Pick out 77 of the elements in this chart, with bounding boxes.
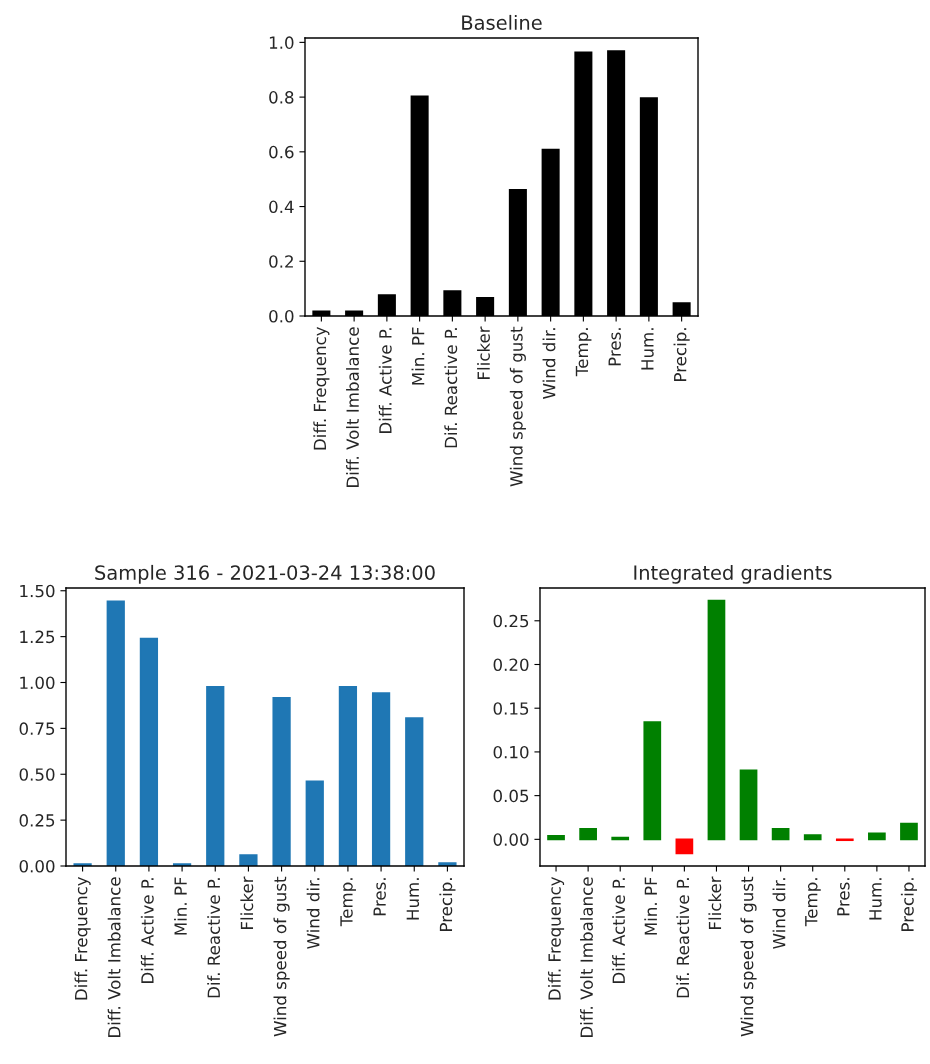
y-tick-label: 0.00: [19, 859, 55, 873]
x-tick-label: Flicker: [708, 876, 722, 929]
x-tick-label: Wind dir.: [306, 878, 320, 949]
x-tick-label: Diff. Active P.: [612, 878, 626, 983]
x-tick-label: Precip.: [673, 328, 690, 381]
x-tick-label: Hum.: [641, 328, 654, 370]
y-tick-label: 0.00: [493, 833, 529, 846]
x-tick-label: Flicker: [477, 326, 490, 379]
x-tick-label: Pres.: [837, 878, 850, 916]
x-tick-label: Temp.: [805, 878, 821, 927]
y-tick-label: 0.05: [493, 789, 529, 803]
bar: [771, 828, 790, 841]
bar: [547, 835, 565, 841]
bar: [900, 822, 918, 841]
x-tick-label: Temp.: [575, 328, 592, 377]
x-tick-label: Wind speed of gust: [740, 876, 757, 1037]
chart-title: Integrated gradients: [634, 564, 832, 584]
bar: [272, 697, 291, 866]
x-tick-label: Diff. Volt Imbalance: [346, 327, 359, 487]
x-tick-label: Diff. Active P.: [378, 328, 392, 433]
x-tick-label: Diff. Active P.: [140, 878, 154, 983]
y-tick-label: 0.4: [269, 200, 294, 214]
x-tick-label: Temp.: [340, 878, 356, 927]
y-tick-label: 1.50: [20, 584, 55, 598]
x-tick-label: Hum.: [869, 878, 882, 920]
y-tick-label: 0.15: [493, 702, 529, 715]
bar: [139, 637, 159, 866]
y-tick-label: 0.2: [269, 255, 293, 268]
x-tick-label: Flicker: [240, 876, 254, 929]
x-tick-label: Diff. Volt Imbalance: [580, 877, 593, 1037]
bar: [206, 686, 225, 866]
y-tick-label: 0.75: [19, 722, 55, 735]
x-tick-label: Dif. Reactive P.: [676, 878, 690, 998]
bar: [579, 828, 597, 841]
x-tick-label: Wind dir.: [542, 328, 556, 399]
x-tick-label: Diff. Volt Imbalance: [107, 877, 121, 1037]
x-tick-label: Min. PF: [411, 327, 425, 385]
bar: [338, 686, 358, 866]
y-tick-label: 1.0: [269, 36, 294, 49]
bar: [643, 721, 662, 841]
y-tick-label: 0.10: [493, 745, 529, 759]
x-tick-label: Wind speed of gust: [509, 326, 526, 487]
x-tick-label: Hum.: [406, 878, 420, 920]
y-tick-label: 1.00: [20, 676, 55, 690]
x-tick-label: Dif. Reactive P.: [444, 328, 458, 448]
x-tick-label: Min. PF: [174, 877, 187, 935]
x-tick-label: Min. PF: [644, 877, 657, 935]
bar: [707, 599, 726, 841]
bar: [868, 832, 886, 841]
x-tick-label: Diff. Frequency: [547, 876, 565, 1000]
x-tick-label: Wind dir.: [772, 878, 786, 949]
bar: [803, 834, 822, 841]
x-tick-label: Wind speed of gust: [273, 876, 290, 1037]
y-tick-label: 0.25: [493, 614, 529, 628]
bar: [239, 854, 258, 866]
y-tick-label: 0.6: [269, 145, 294, 159]
y-tick-label: 1.25: [20, 630, 55, 644]
x-tick-label: Diff. Frequency: [313, 326, 330, 450]
bar: [675, 838, 694, 855]
y-tick-label: 0.8: [269, 91, 294, 104]
y-tick-label: 0.0: [269, 309, 294, 323]
y-tick-label: 0.20: [493, 658, 529, 672]
x-tick-label: Dif. Reactive P.: [207, 878, 221, 998]
chart-title: Sample 316 - 2021-03-24 13:38:00: [95, 564, 435, 584]
bar: [405, 717, 424, 866]
x-tick-label: Precip.: [439, 878, 456, 931]
x-tick-label: Precip.: [900, 878, 918, 931]
x-tick-label: Pres.: [608, 328, 621, 366]
x-tick-label: Pres.: [373, 878, 386, 916]
chart-title: Baseline: [462, 14, 542, 30]
y-tick-label: 0.25: [19, 814, 55, 827]
x-tick-label: Diff. Frequency: [74, 876, 91, 1000]
bar: [305, 780, 324, 866]
bar: [106, 600, 125, 866]
bar: [739, 769, 758, 841]
y-tick-label: 0.50: [19, 768, 55, 781]
bar: [371, 692, 391, 866]
